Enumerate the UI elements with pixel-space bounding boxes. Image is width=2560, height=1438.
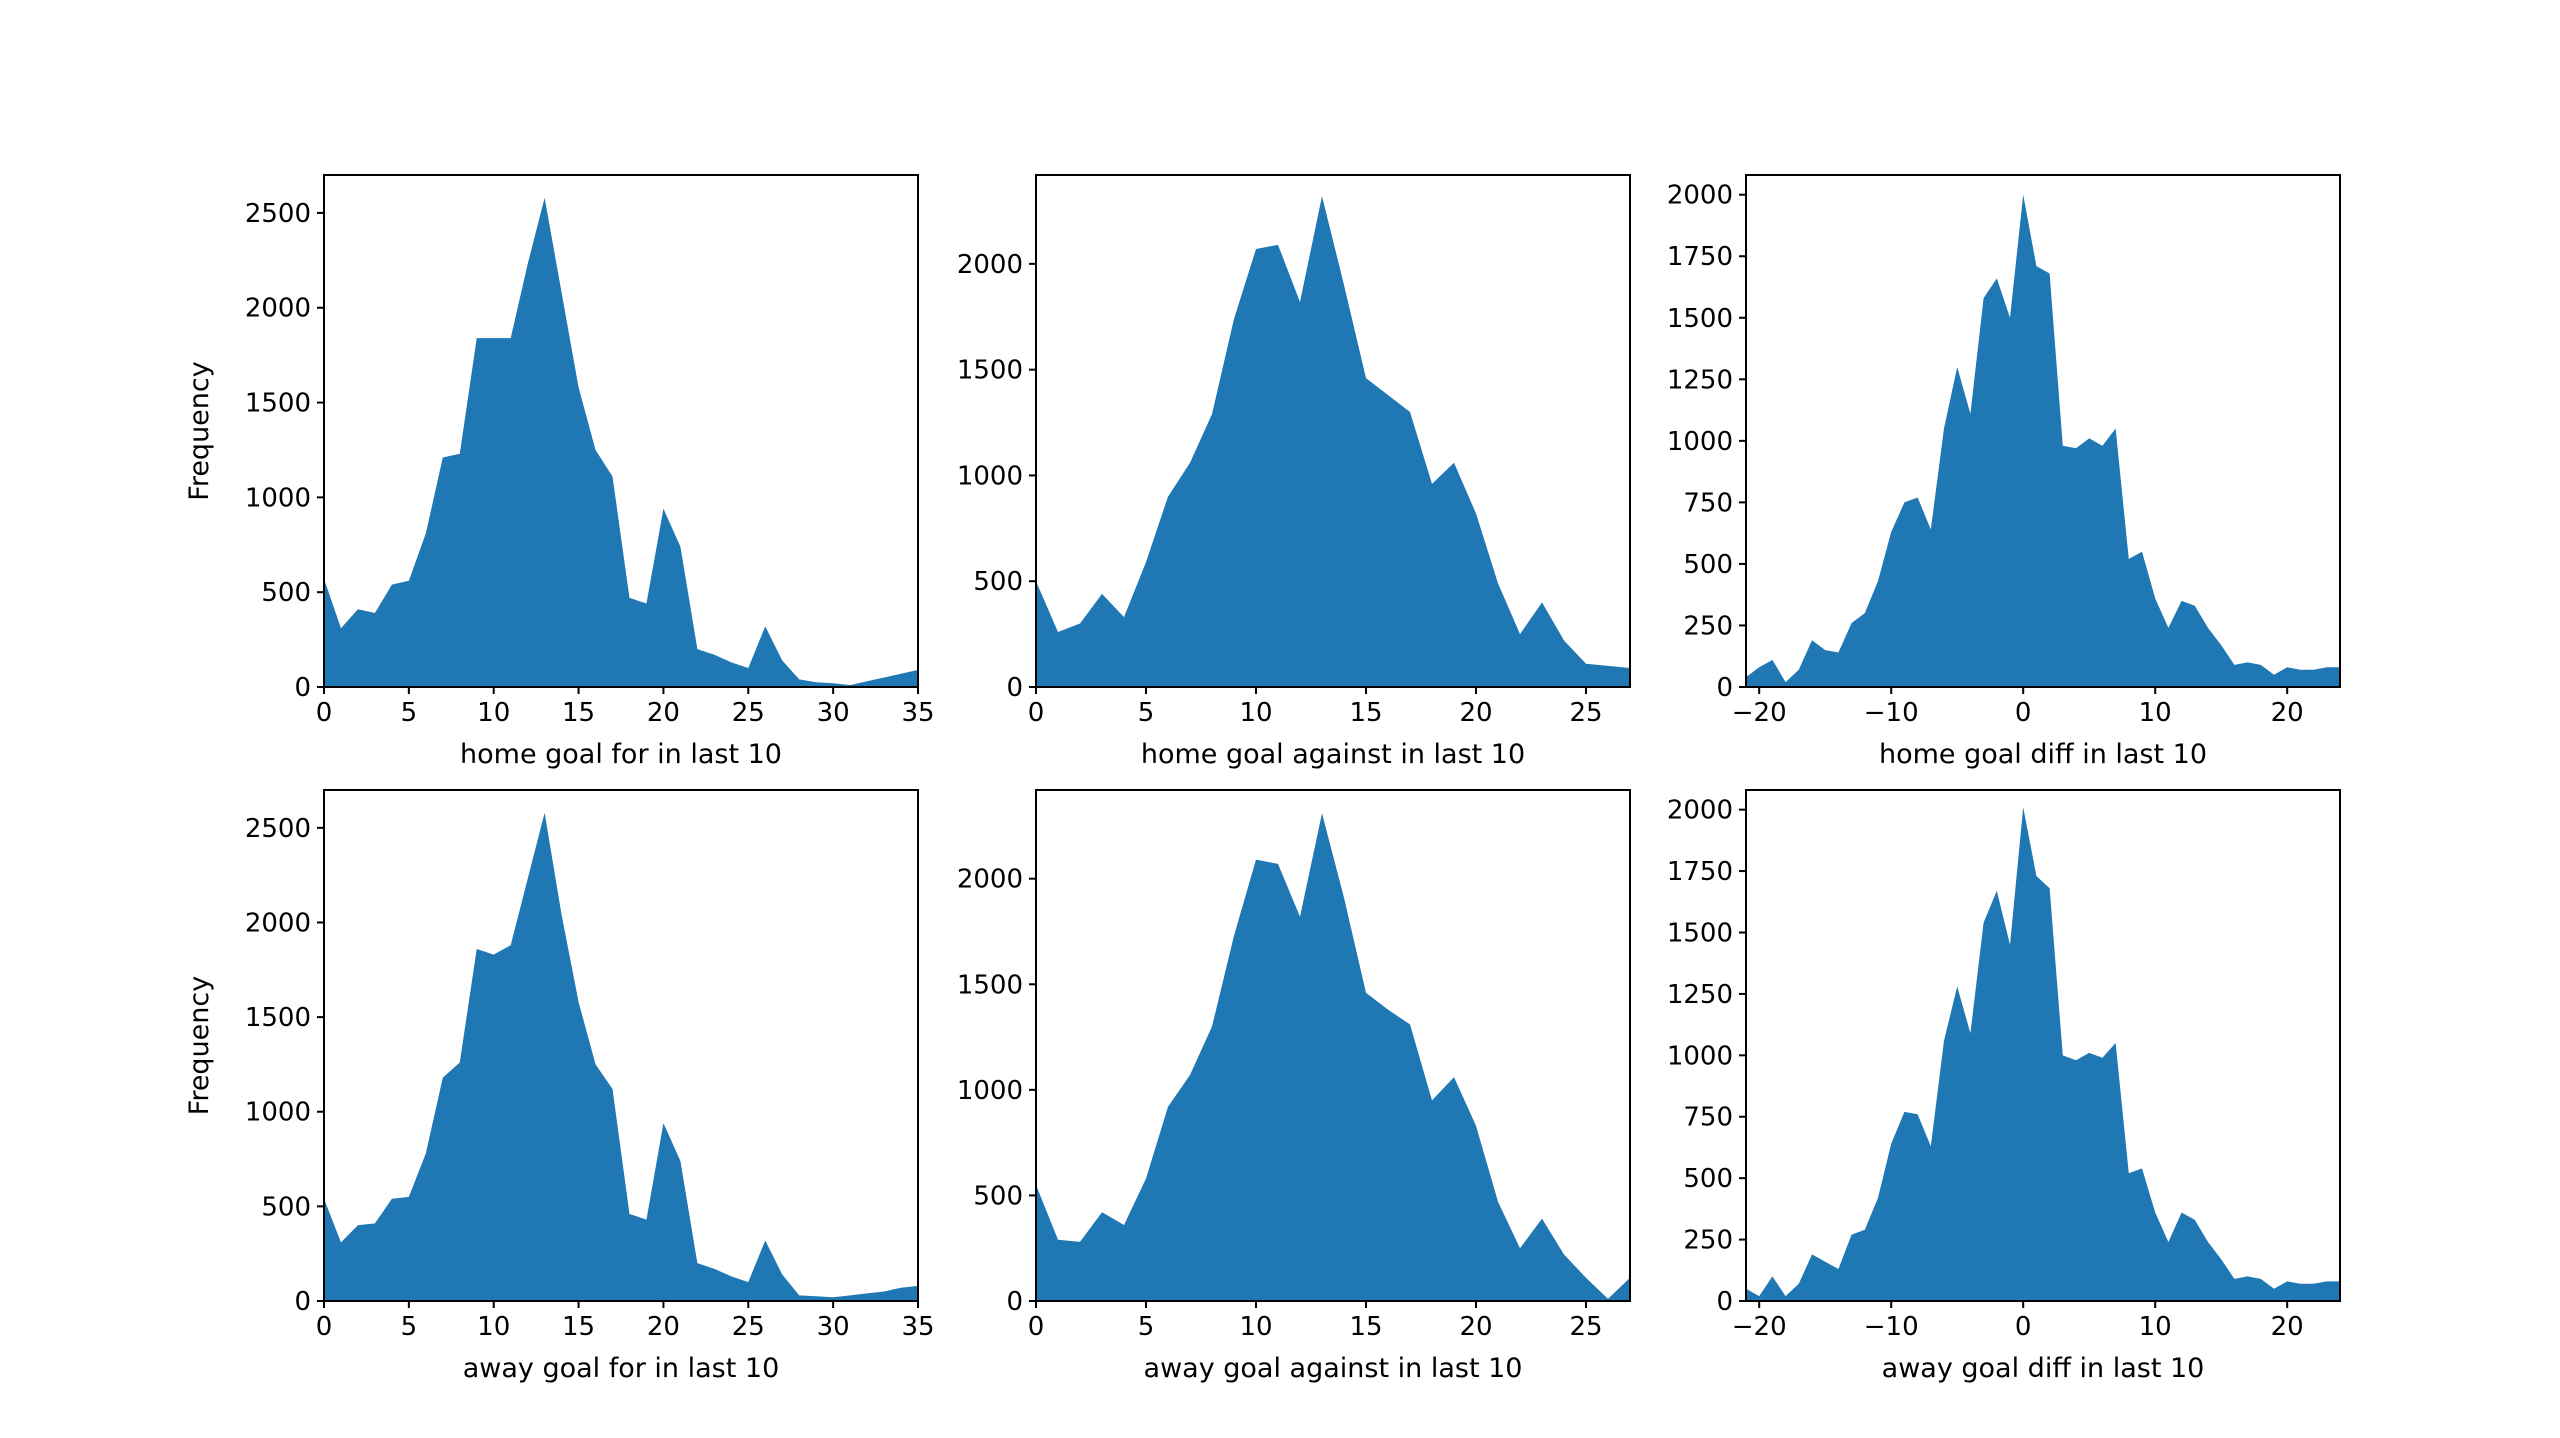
chart-1-ytick-label: 1500 — [245, 389, 311, 419]
chart-3-ytick-label: 500 — [1683, 550, 1733, 580]
chart-5-xtick-label: 20 — [1459, 1312, 1492, 1342]
chart-4-xlabel: away goal for in last 10 — [463, 1353, 780, 1384]
chart-4-ytick-label: 0 — [294, 1287, 311, 1317]
chart-4-xtick-label: 0 — [316, 1312, 333, 1342]
chart-2-ytick-label: 2000 — [957, 250, 1023, 280]
chart-3-xtick-label: 20 — [2271, 698, 2304, 728]
chart-6-ytick-label: 1500 — [1667, 918, 1733, 948]
chart-6-ytick-label: 750 — [1683, 1103, 1733, 1133]
chart-2-xtick-label: 25 — [1569, 698, 1602, 728]
chart-6-ytick-label: 1000 — [1667, 1041, 1733, 1071]
chart-2-ytick-label: 1500 — [957, 356, 1023, 386]
chart-4-ytick-label: 500 — [261, 1192, 311, 1222]
chart-1-xtick-label: 35 — [901, 698, 934, 728]
chart-1-frame — [323, 174, 919, 688]
chart-6-xtick-label: −20 — [1732, 1312, 1787, 1342]
chart-5-ytick-label: 1500 — [957, 970, 1023, 1000]
chart-3-ytick-label: 750 — [1683, 488, 1733, 518]
chart-5-xtick-label: 25 — [1569, 1312, 1602, 1342]
chart-4-xtick-label: 35 — [901, 1312, 934, 1342]
chart-1-xtick-label: 30 — [817, 698, 850, 728]
chart-1-ytick-label: 0 — [294, 673, 311, 703]
chart-2-xtick-label: 15 — [1349, 698, 1382, 728]
chart-6-xtick-label: 0 — [2015, 1312, 2032, 1342]
chart-6-ytick-label: 500 — [1683, 1164, 1733, 1194]
chart-6-ytick-label: 250 — [1683, 1226, 1733, 1256]
chart-6-ytick-label: 1750 — [1667, 857, 1733, 887]
chart-5-xlabel: away goal against in last 10 — [1144, 1353, 1523, 1384]
chart-2-xtick-label: 20 — [1459, 698, 1492, 728]
chart-3-xtick-label: 10 — [2139, 698, 2172, 728]
chart-6-area — [1746, 807, 2340, 1301]
chart-5-area — [1036, 813, 1630, 1301]
chart-2-ytick-label: 500 — [973, 567, 1023, 597]
chart-3-xtick-label: −10 — [1864, 698, 1919, 728]
chart-6-xtick-label: 10 — [2139, 1312, 2172, 1342]
chart-3-ytick-label: 0 — [1716, 673, 1733, 703]
chart-4-xtick-label: 20 — [647, 1312, 680, 1342]
chart-1-xtick-label: 20 — [647, 698, 680, 728]
chart-1-area — [324, 197, 918, 687]
chart-5-ytick-label: 500 — [973, 1181, 1023, 1211]
chart-3-xtick-label: −20 — [1732, 698, 1787, 728]
chart-5-xtick-label: 10 — [1239, 1312, 1272, 1342]
chart-5-xtick-label: 0 — [1028, 1312, 1045, 1342]
chart-1-xtick-label: 15 — [562, 698, 595, 728]
chart-6-ytick-label: 1250 — [1667, 980, 1733, 1010]
chart-5-xtick-label: 5 — [1138, 1312, 1155, 1342]
chart-4-ytick-label: 1500 — [245, 1003, 311, 1033]
chart-2-xtick-label: 10 — [1239, 698, 1272, 728]
chart-4-xtick-label: 5 — [401, 1312, 418, 1342]
chart-1-xtick-label: 5 — [401, 698, 418, 728]
chart-1-ytick-label: 500 — [261, 578, 311, 608]
chart-1-ytick-label: 1000 — [245, 483, 311, 513]
chart-5-ytick-label: 1000 — [957, 1076, 1023, 1106]
chart-2-ytick-label: 0 — [1006, 673, 1023, 703]
chart-3-ytick-label: 250 — [1683, 611, 1733, 641]
chart-4-xtick-label: 10 — [477, 1312, 510, 1342]
chart-6-frame — [1745, 789, 2341, 1302]
chart-3-ytick-label: 1250 — [1667, 365, 1733, 395]
chart-3-frame — [1745, 174, 2341, 688]
chart-5-xtick-label: 15 — [1349, 1312, 1382, 1342]
chart-1-xtick-label: 0 — [316, 698, 333, 728]
chart-6-ytick-label: 2000 — [1667, 796, 1733, 826]
chart-6-xlabel: away goal diff in last 10 — [1882, 1353, 2205, 1384]
chart-4-xtick-label: 25 — [732, 1312, 765, 1342]
chart-1-ytick-label: 2000 — [245, 294, 311, 324]
chart-6-xtick-label: −10 — [1864, 1312, 1919, 1342]
chart-2-xtick-label: 0 — [1028, 698, 1045, 728]
chart-2-xtick-label: 5 — [1138, 698, 1155, 728]
chart-6-ytick-label: 0 — [1716, 1287, 1733, 1317]
chart-3-xtick-label: 0 — [2015, 698, 2032, 728]
chart-3-xlabel: home goal diff in last 10 — [1879, 739, 2207, 770]
chart-4-area — [324, 812, 918, 1301]
chart-2-frame — [1035, 174, 1631, 688]
chart-4-xtick-label: 15 — [562, 1312, 595, 1342]
chart-3-ytick-label: 2000 — [1667, 181, 1733, 211]
chart-1-xtick-label: 25 — [732, 698, 765, 728]
chart-2-ytick-label: 1000 — [957, 461, 1023, 491]
chart-3-area — [1746, 194, 2340, 687]
chart-3-ytick-label: 1750 — [1667, 242, 1733, 272]
chart-4-ytick-label: 2000 — [245, 908, 311, 938]
chart-5-ytick-label: 2000 — [957, 865, 1023, 895]
chart-1-ylabel: Frequency — [184, 361, 215, 501]
chart-4-frame — [323, 789, 919, 1302]
chart-3-ytick-label: 1000 — [1667, 427, 1733, 457]
chart-1-ytick-label: 2500 — [245, 199, 311, 229]
chart-4-xtick-label: 30 — [817, 1312, 850, 1342]
chart-4-ytick-label: 1000 — [245, 1098, 311, 1128]
chart-3-ytick-label: 1500 — [1667, 304, 1733, 334]
chart-4-ytick-label: 2500 — [245, 814, 311, 844]
chart-1-xtick-label: 10 — [477, 698, 510, 728]
chart-5-ytick-label: 0 — [1006, 1287, 1023, 1317]
chart-5-frame — [1035, 789, 1631, 1302]
chart-4-ylabel: Frequency — [184, 976, 215, 1116]
chart-2-area — [1036, 196, 1630, 687]
chart-2-xlabel: home goal against in last 10 — [1141, 739, 1525, 770]
chart-1-xlabel: home goal for in last 10 — [460, 739, 782, 770]
chart-6-xtick-label: 20 — [2271, 1312, 2304, 1342]
